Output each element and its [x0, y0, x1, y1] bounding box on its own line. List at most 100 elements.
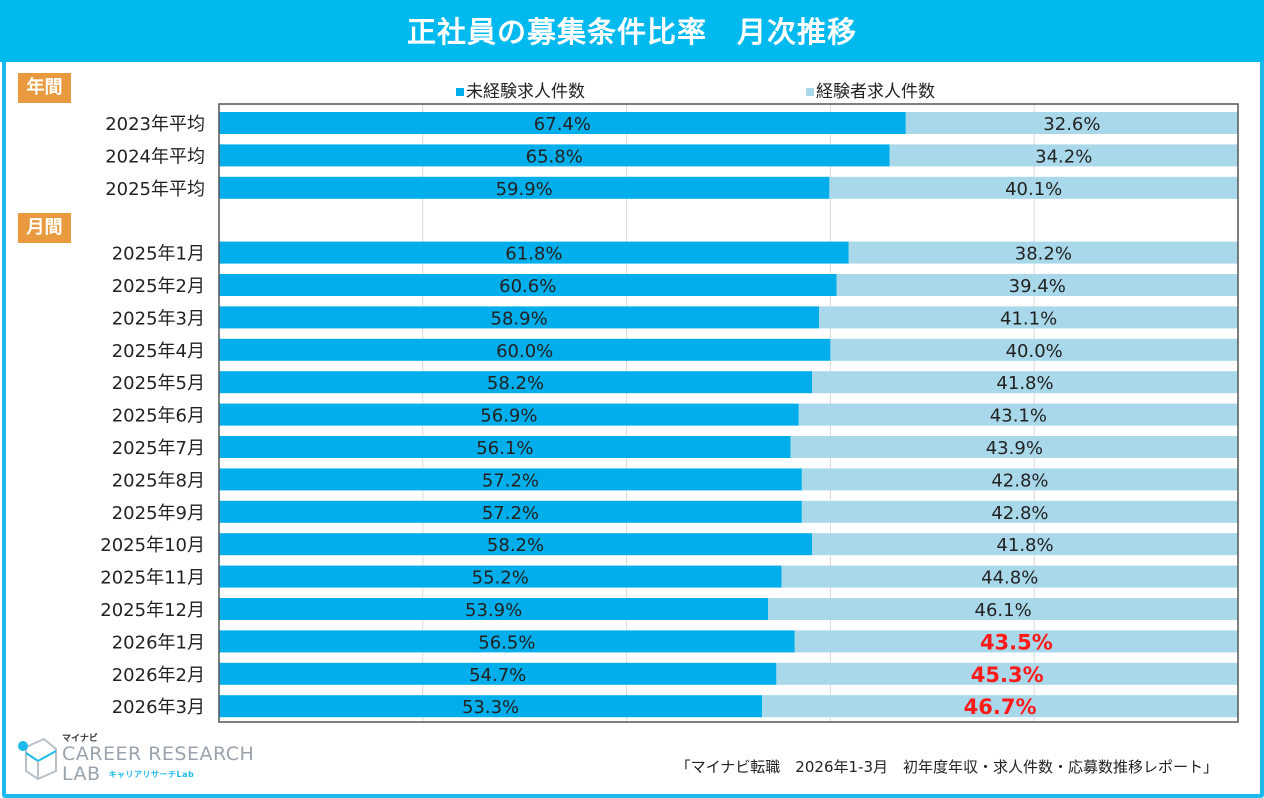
bar-experienced: [829, 176, 1238, 199]
logo-brand: マイナビ: [62, 734, 98, 744]
data-label-experienced: 41.1%: [1000, 308, 1057, 329]
bar-inexperienced: [219, 533, 813, 556]
category-label: 2025年1月: [112, 244, 205, 265]
bar-inexperienced: [219, 274, 837, 296]
chart-title: 正社員の募集条件比率 月次推移: [0, 0, 1264, 62]
bar-experienced: [812, 533, 1238, 556]
legend-swatch: [806, 88, 814, 96]
data-label-inexperienced: 58.9%: [491, 308, 548, 329]
bar-inexperienced: [219, 144, 890, 167]
data-label-inexperienced: 59.9%: [496, 179, 553, 200]
legend-swatch: [456, 88, 464, 96]
bar-experienced: [836, 274, 1238, 296]
data-label-experienced: 42.8%: [991, 503, 1048, 524]
bar-experienced: [830, 338, 1238, 361]
data-label-inexperienced: 58.2%: [487, 535, 544, 556]
data-label-experienced: 46.7%: [964, 695, 1037, 719]
bar-experienced: [781, 565, 1238, 588]
bar-inexperienced: [219, 306, 820, 329]
category-label: 2025年3月: [112, 308, 205, 329]
data-label-inexperienced: 53.9%: [465, 600, 522, 621]
category-label: 2025年9月: [112, 503, 205, 524]
bar-inexperienced: [219, 403, 799, 426]
category-label: 2026年2月: [112, 665, 205, 686]
source-note: 「マイナビ転職 2026年1-3月 初年度年収・求人件数・応募数推移レポート」: [675, 758, 1218, 776]
data-label-experienced: 44.8%: [981, 568, 1038, 589]
data-label-experienced: 38.2%: [1015, 244, 1072, 265]
plot-border: [218, 103, 1239, 723]
category-label: 2026年1月: [112, 632, 205, 653]
data-label-inexperienced: 61.8%: [505, 244, 562, 265]
data-label-experienced: 34.2%: [1035, 146, 1092, 167]
bar-experienced: [812, 371, 1238, 394]
data-label-inexperienced: 53.3%: [462, 697, 519, 718]
bar-inexperienced: [219, 695, 763, 718]
bar-experienced: [776, 662, 1238, 685]
bar-inexperienced: [219, 630, 795, 653]
bar-experienced: [762, 695, 1238, 718]
data-label-inexperienced: 57.2%: [482, 470, 539, 491]
category-label: 2025年2月: [112, 276, 205, 297]
legend-item-inexperienced: 未経験求人件数: [456, 77, 585, 102]
logo-name2: LAB: [62, 763, 101, 785]
data-label-experienced: 41.8%: [996, 535, 1053, 556]
data-label-experienced: 32.6%: [1043, 114, 1100, 135]
bar-inexperienced: [219, 468, 802, 491]
data-label-inexperienced: 57.2%: [482, 503, 539, 524]
bar-experienced: [801, 468, 1238, 491]
category-label: 2025年8月: [112, 470, 205, 491]
bar-experienced: [801, 500, 1238, 523]
bar-inexperienced: [219, 241, 849, 264]
data-label-inexperienced: 60.6%: [499, 276, 556, 297]
bar-inexperienced: [219, 598, 769, 620]
category-label: 2023年平均: [105, 114, 205, 135]
data-label-experienced: 40.1%: [1005, 179, 1062, 200]
category-label: 2024年平均: [105, 146, 205, 167]
bar-inexperienced: [219, 338, 831, 361]
category-label: 2026年3月: [112, 697, 205, 718]
category-label: 2025年6月: [112, 406, 205, 427]
data-label-experienced: 43.9%: [986, 438, 1043, 459]
data-label-experienced: 40.0%: [1006, 341, 1063, 362]
data-label-inexperienced: 55.2%: [472, 568, 529, 589]
data-label-inexperienced: 65.8%: [526, 146, 583, 167]
section-label-annual: 年間: [18, 73, 71, 103]
logo-kana: キャリアリサーチLab: [108, 769, 195, 779]
bar-experienced: [790, 436, 1238, 458]
category-label: 2025年7月: [112, 438, 205, 459]
bar-experienced: [768, 598, 1238, 620]
bar-inexperienced: [219, 112, 906, 134]
bar-experienced: [889, 144, 1238, 167]
section-label-monthly: 月間: [18, 213, 71, 243]
data-label-inexperienced: 67.4%: [534, 114, 591, 135]
logo-name: CAREER RESEARCH: [62, 743, 255, 765]
bar-experienced: [794, 630, 1238, 653]
legend-label: 未経験求人件数: [466, 82, 585, 102]
bar-inexperienced: [219, 565, 782, 588]
legend-label: 経験者求人件数: [816, 82, 935, 102]
data-label-experienced: 42.8%: [991, 470, 1048, 491]
data-label-inexperienced: 54.7%: [469, 665, 526, 686]
data-label-inexperienced: 56.1%: [476, 438, 533, 459]
bar-inexperienced: [219, 662, 777, 685]
data-label-experienced: 45.3%: [971, 663, 1044, 687]
bar-inexperienced: [219, 500, 802, 523]
data-label-experienced: 43.1%: [990, 406, 1047, 427]
category-label: 2025年11月: [100, 568, 205, 589]
bar-experienced: [848, 241, 1238, 264]
data-label-inexperienced: 60.0%: [496, 341, 553, 362]
category-label: 2025年10月: [100, 535, 205, 556]
data-label-experienced: 43.5%: [980, 630, 1053, 654]
bar-inexperienced: [219, 371, 813, 394]
category-label: 2025年平均: [105, 179, 205, 200]
legend-item-experienced: 経験者求人件数: [806, 77, 935, 102]
data-label-inexperienced: 56.9%: [480, 406, 537, 427]
bar-experienced: [819, 306, 1238, 329]
bar-experienced: [905, 112, 1238, 134]
bar-inexperienced: [219, 176, 830, 199]
data-label-inexperienced: 56.5%: [478, 632, 535, 653]
category-label: 2025年4月: [112, 341, 205, 362]
bar-inexperienced: [219, 436, 791, 458]
logo: マイナビ CAREER RESEARCH LAB キャリアリサーチLab: [62, 731, 254, 785]
